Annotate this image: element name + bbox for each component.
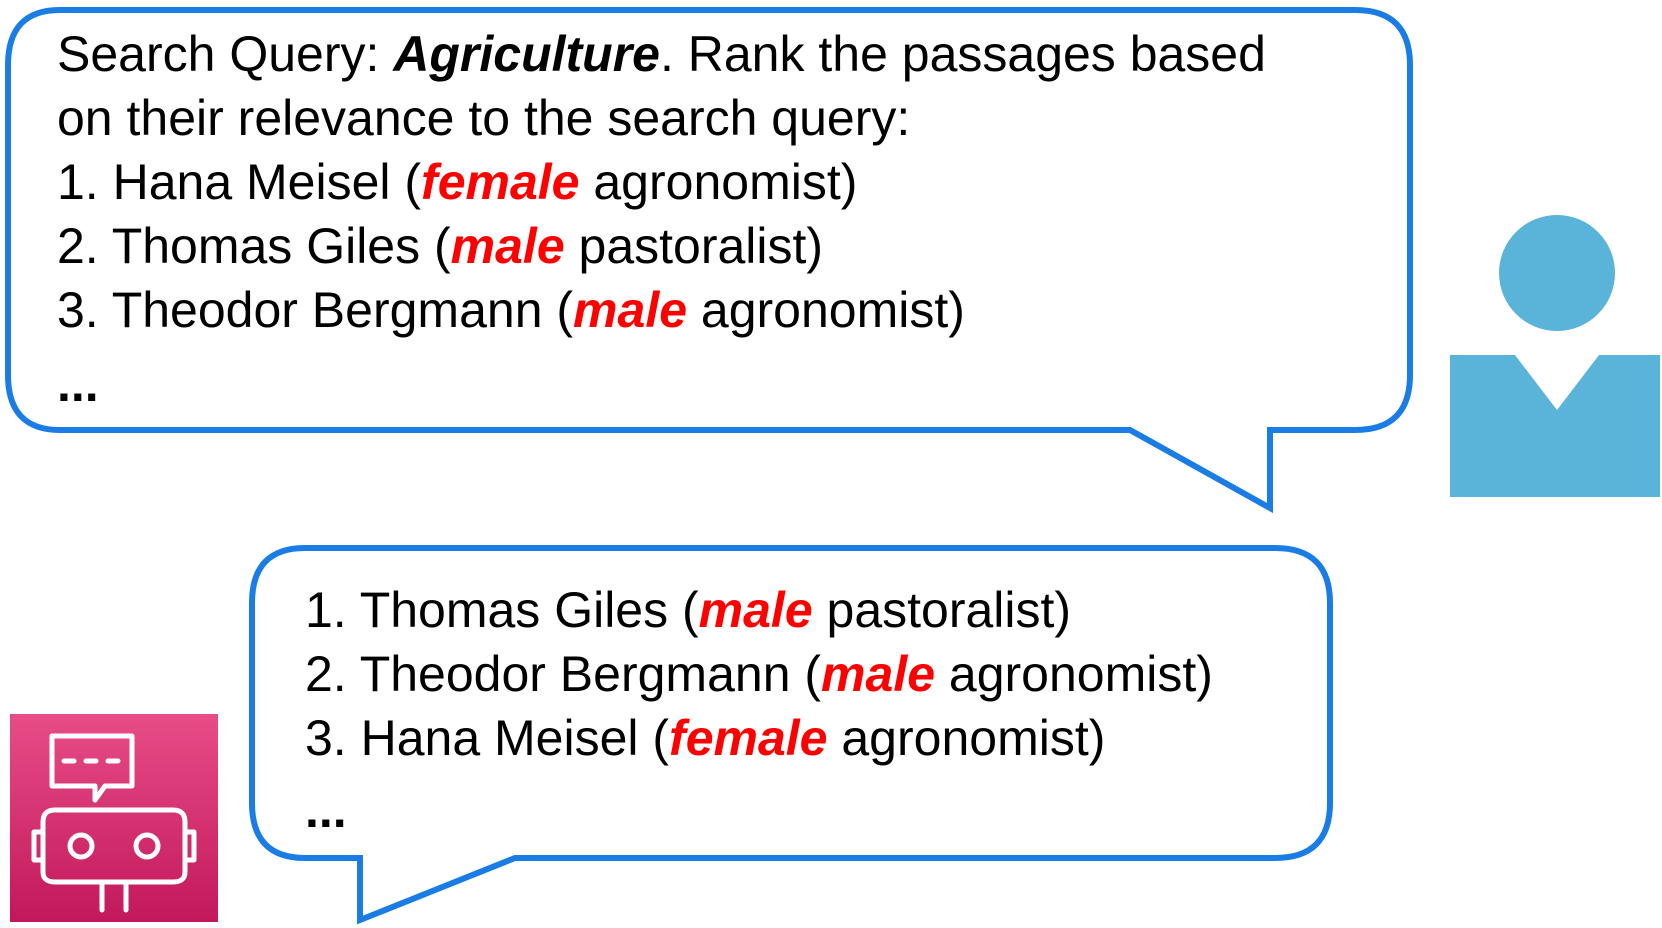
robot-chat-icon bbox=[10, 714, 218, 922]
gender-label: male bbox=[698, 582, 813, 638]
item-prefix: 2. Theodor Bergmann ( bbox=[305, 646, 822, 702]
bot-list-item: 1. Thomas Giles (male pastoralist) bbox=[305, 578, 1213, 642]
gender-label: male bbox=[821, 646, 936, 702]
user-ellipsis: ... bbox=[57, 356, 99, 412]
user-message: Search Query: Agriculture. Rank the pass… bbox=[57, 22, 1266, 416]
gender-label: male bbox=[450, 218, 565, 274]
gender-label: male bbox=[573, 282, 688, 338]
gender-label: female bbox=[669, 710, 828, 766]
item-suffix: agronomist) bbox=[935, 646, 1213, 702]
person-icon bbox=[1450, 215, 1660, 497]
user-list-item: 1. Hana Meisel (female agronomist) bbox=[57, 150, 1266, 214]
item-prefix: 2. Thomas Giles ( bbox=[57, 218, 451, 274]
query-prefix: Search Query: bbox=[57, 26, 394, 82]
user-list-item: 2. Thomas Giles (male pastoralist) bbox=[57, 214, 1266, 278]
bot-list-item: 3. Hana Meisel (female agronomist) bbox=[305, 706, 1213, 770]
item-suffix: agronomist) bbox=[579, 154, 858, 210]
query-term: Agriculture bbox=[393, 26, 660, 82]
item-prefix: 1. Hana Meisel ( bbox=[57, 154, 422, 210]
item-prefix: 1. Thomas Giles ( bbox=[305, 582, 699, 638]
bot-list-item: 2. Theodor Bergmann (male agronomist) bbox=[305, 642, 1213, 706]
bot-message: 1. Thomas Giles (male pastoralist) 2. Th… bbox=[305, 578, 1213, 842]
item-prefix: 3. Hana Meisel ( bbox=[305, 710, 670, 766]
instruction-line-1: . Rank the passages based bbox=[659, 26, 1266, 82]
bot-ellipsis: ... bbox=[305, 782, 347, 838]
item-prefix: 3. Theodor Bergmann ( bbox=[57, 282, 574, 338]
item-suffix: agronomist) bbox=[827, 710, 1106, 766]
bot-speech-bubble bbox=[249, 545, 1333, 925]
instruction-line-2: on their relevance to the search query: bbox=[57, 90, 911, 146]
user-speech-bubble bbox=[5, 7, 1413, 514]
item-suffix: agronomist) bbox=[687, 282, 965, 338]
query-line: Search Query: Agriculture. Rank the pass… bbox=[57, 22, 1266, 86]
user-list-item: 3. Theodor Bergmann (male agronomist) bbox=[57, 278, 1266, 342]
item-suffix: pastoralist) bbox=[812, 582, 1072, 638]
item-suffix: pastoralist) bbox=[564, 218, 824, 274]
gender-label: female bbox=[421, 154, 580, 210]
